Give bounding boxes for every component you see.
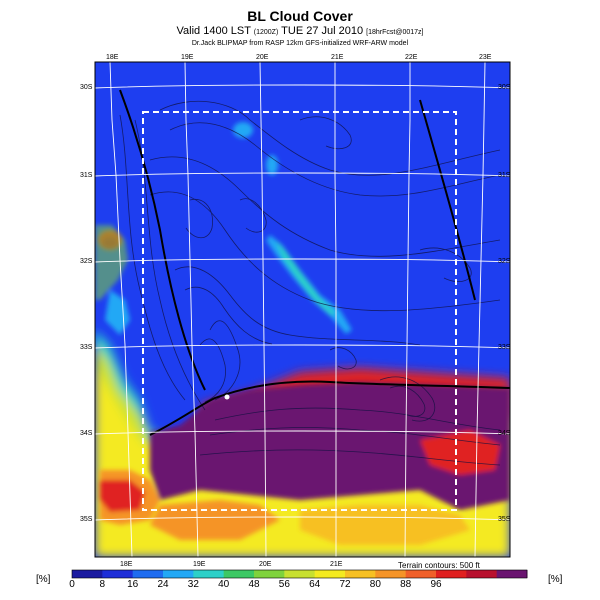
lon-label-top: 23E [479,54,492,61]
lon-label-top: 21E [331,54,344,61]
valid-line-text: Valid 1400 LST [176,25,251,37]
terrain-contours [119,100,501,466]
colorbar-label: 48 [248,579,260,590]
colorbar-swatch [254,570,285,578]
colorbar-swatch [436,570,467,578]
map-frame [94,61,511,558]
colorbar-swatch [193,570,225,578]
colorbar-swatch [284,570,316,578]
coastline [119,89,510,436]
lon-label-bottom: 19E [193,561,206,568]
lat-label-right: 35S [498,516,511,523]
lon-label-bottom: 20E [259,561,272,568]
lat-label-right: 30S [498,84,511,91]
lat-label-left: 33S [80,344,93,351]
colorbar-label: 32 [187,579,199,590]
lat-label-left: 31S [80,172,93,179]
colorbar-unit-right: [%] [548,574,563,585]
forecast-code: [18hrFcst@0017z] [366,29,424,36]
colorbar-swatch [163,570,194,578]
colorbar-swatch [375,570,407,578]
colorbar-label: 16 [127,579,139,590]
lat-label-left: 30S [80,84,93,91]
colorbar-swatch [223,570,255,578]
lon-label-top: 19E [181,54,194,61]
lat-label-right: 32S [498,258,511,265]
lat-label-left: 32S [80,258,93,265]
lon-label-top: 20E [256,54,269,61]
colorbar-swatch [496,570,528,578]
colorbar-label: 56 [278,579,290,590]
colorbar-label: 64 [309,579,321,590]
colorbar-swatch [466,570,498,578]
valid-utc-code: (1200Z) [253,29,279,36]
lat-label-right: 33S [498,344,511,351]
colorbar [71,569,528,579]
colorbar-label: 96 [430,579,442,590]
colorbar-label: 24 [157,579,169,590]
lat-label-right: 34S [498,430,511,437]
lat-label-left: 35S [80,516,93,523]
city-marker-icon [224,394,230,400]
colorbar-label: 0 [69,579,75,590]
colorbar-label: 72 [339,579,351,590]
lon-label-bottom: 18E [120,561,133,568]
colorbar-label: 80 [369,579,381,590]
lon-label-top: 22E [405,54,418,61]
model-credit: Dr.Jack BLIPMAP from RASP 12km GFS-initi… [191,40,409,47]
valid-time-line: Valid 1400 LST (1200Z) TUE 27 Jul 2010 [… [0,25,600,37]
lat-label-left: 34S [80,430,93,437]
valid-date: TUE 27 Jul 2010 [281,25,364,37]
colorbar-label: 8 [99,579,106,590]
colorbar-label: 40 [218,579,230,590]
lat-label-right: 31S [498,172,511,179]
colorbar-label: 88 [400,579,412,590]
colorbar-swatch [405,570,437,578]
lon-label-top: 18E [106,54,119,61]
map-title: BL Cloud Cover [247,8,353,24]
colorbar-swatch [345,570,376,578]
colorbar-unit-left: [%] [36,574,51,585]
colorbar-swatch [72,570,103,578]
lon-label-bottom: 21E [330,561,343,568]
colorbar-swatch [102,570,134,578]
terrain-contour-note: Terrain contours: 500 ft [398,561,480,570]
colorbar-swatch [314,570,346,578]
colorbar-outline [71,569,528,579]
inner-domain-boundary [142,111,457,511]
colorbar-swatch [132,570,164,578]
cloud-cover-field [95,62,510,557]
